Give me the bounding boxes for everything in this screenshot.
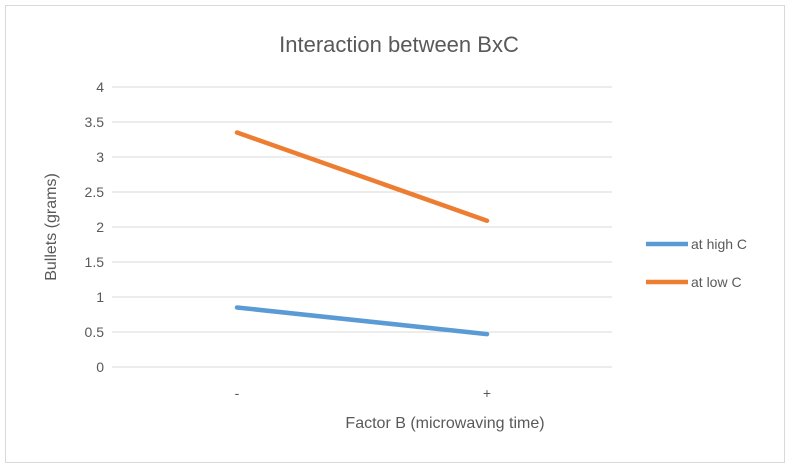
gridlines [112,86,612,368]
y-tick-label: 1.5 [85,254,105,270]
y-tick-label: 2 [96,219,104,235]
chart-title: Interaction between BxC [279,32,519,57]
y-tick-label: 3.5 [85,114,105,130]
x-axis-ticks: - + [235,385,491,401]
x-tick-label: + [483,385,491,401]
y-tick-label: 3 [96,149,104,165]
y-tick-label: 0 [96,359,104,375]
y-tick-label: 4 [96,79,104,95]
series-line-0 [234,305,490,337]
x-tick-label: - [235,385,240,401]
x-axis-title: Factor B (microwaving time) [345,415,544,432]
y-tick-label: 0.5 [85,324,105,340]
legend-label-0: at high C [691,236,747,252]
y-axis-title: Bullets (grams) [43,173,60,281]
legend: at high C at low C [646,236,747,290]
y-axis-ticks: 0 0.5 1 1.5 2 2.5 3 3.5 4 [85,79,105,375]
y-tick-label: 1 [96,289,104,305]
legend-label-1: at low C [691,274,742,290]
chart-frame [5,5,785,463]
series-line-1 [234,130,490,223]
series-lines [234,130,490,337]
y-tick-label: 2.5 [85,184,105,200]
